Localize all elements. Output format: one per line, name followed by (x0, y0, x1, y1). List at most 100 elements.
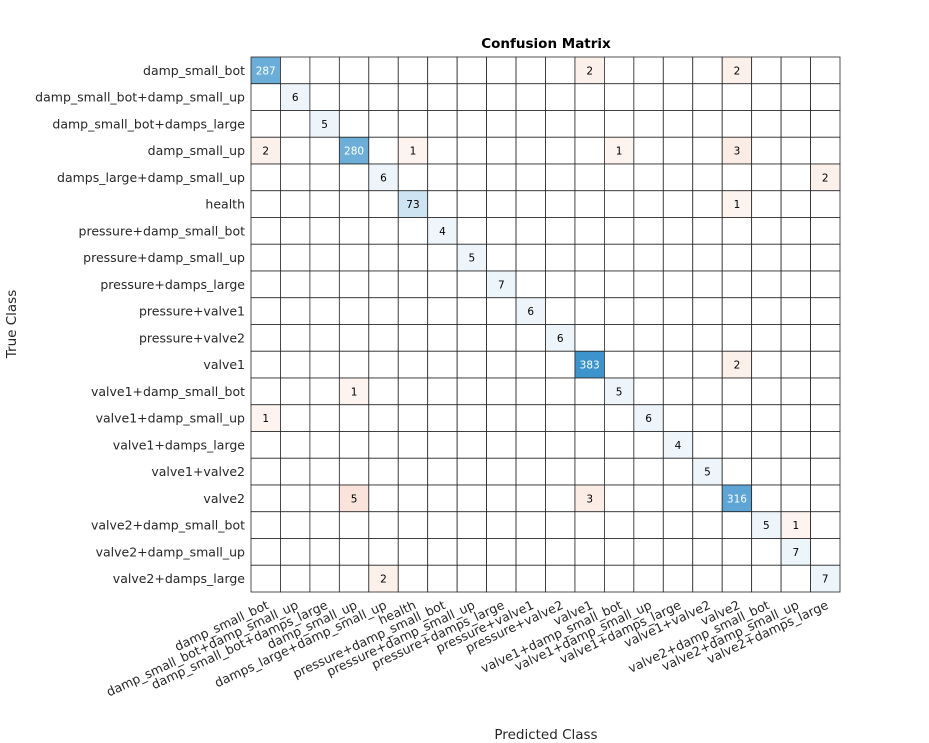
matrix-cell (751, 564, 782, 593)
matrix-cell (810, 56, 841, 85)
matrix-cell (309, 564, 340, 593)
matrix-cell (574, 110, 605, 138)
matrix-cell-value: 5 (704, 467, 711, 479)
matrix-cell (751, 136, 782, 165)
matrix-cell (486, 511, 517, 539)
matrix-cell (545, 431, 576, 459)
matrix-cell (633, 136, 664, 165)
matrix-cell (692, 56, 723, 85)
matrix-cell (633, 270, 664, 299)
matrix-cell (662, 484, 694, 513)
matrix-cell (662, 217, 694, 245)
matrix-cell (338, 297, 370, 325)
matrix-cell (280, 324, 311, 352)
matrix-cell (427, 243, 458, 272)
matrix-cell (780, 564, 811, 593)
matrix-cell (780, 350, 811, 379)
matrix-cell (368, 243, 399, 272)
matrix-cell (810, 110, 841, 138)
matrix-cell (721, 538, 753, 566)
matrix-cell (545, 484, 576, 513)
matrix-cell (574, 484, 605, 513)
matrix-cell (250, 350, 281, 379)
matrix-cell-value: 4 (675, 440, 682, 452)
matrix-cell (574, 217, 605, 245)
matrix-cell-value: 6 (527, 306, 534, 318)
matrix-cell (427, 538, 458, 566)
matrix-cell (486, 110, 517, 138)
matrix-cell (751, 404, 782, 432)
matrix-cell (515, 243, 546, 272)
matrix-cell (545, 324, 576, 352)
matrix-cell (692, 217, 723, 245)
matrix-cell (368, 404, 399, 432)
matrix-cell (486, 431, 517, 459)
matrix-cell (250, 297, 281, 325)
matrix-cell (780, 136, 811, 165)
matrix-cell (397, 163, 429, 192)
matrix-cell (309, 136, 340, 165)
matrix-cell (338, 270, 370, 299)
y-axis-label: True Class (4, 290, 20, 359)
matrix-cell (721, 564, 753, 593)
matrix-cell (280, 190, 311, 218)
y-tick-label: valve1+damps_large (113, 437, 245, 452)
matrix-cell (751, 190, 782, 218)
matrix-cell-value: 6 (380, 172, 387, 184)
matrix-cell (368, 83, 399, 111)
matrix-cell (545, 270, 576, 299)
matrix-cell (780, 270, 811, 299)
matrix-cell (810, 243, 841, 272)
matrix-cell (309, 243, 340, 272)
matrix-cell (545, 404, 576, 432)
matrix-cell (545, 538, 576, 566)
matrix-cell-value: 2 (586, 65, 593, 77)
matrix-cell (780, 243, 811, 272)
matrix-cell-value: 6 (557, 333, 564, 345)
matrix-cell (515, 457, 546, 486)
matrix-cell (309, 457, 340, 486)
matrix-cell (721, 136, 753, 165)
matrix-cell (692, 83, 723, 111)
matrix-cell (751, 484, 782, 513)
matrix-cell (751, 110, 782, 138)
matrix-cell (751, 457, 782, 486)
matrix-cell (721, 190, 753, 218)
matrix-cell (368, 56, 399, 85)
matrix-cell (368, 297, 399, 325)
matrix-cell (810, 163, 841, 192)
matrix-cell (662, 457, 694, 486)
matrix-cell (662, 270, 694, 299)
matrix-cell (338, 564, 370, 593)
matrix-cell (721, 324, 753, 352)
matrix-cell (456, 56, 487, 85)
matrix-cell (633, 511, 664, 539)
matrix-cell (604, 404, 635, 432)
matrix-cell (486, 190, 517, 218)
matrix-cell (692, 404, 723, 432)
matrix-cell (751, 243, 782, 272)
matrix-cell (427, 297, 458, 325)
matrix-cell (574, 457, 605, 486)
matrix-cell-value: 73 (406, 199, 419, 211)
matrix-cell (692, 163, 723, 192)
matrix-cell (515, 110, 546, 138)
matrix-cell (309, 324, 340, 352)
matrix-cell (662, 350, 694, 379)
matrix-cell-value: 3 (734, 146, 741, 158)
matrix-cell (810, 324, 841, 352)
matrix-cell (427, 564, 458, 593)
matrix-cell (280, 243, 311, 272)
matrix-cell (662, 190, 694, 218)
matrix-cell (250, 136, 281, 165)
matrix-cell (721, 83, 753, 111)
y-tick-label: valve1+damp_small_up (96, 411, 245, 426)
matrix-cell (574, 377, 605, 406)
matrix-cell (456, 404, 487, 432)
matrix-cell (309, 484, 340, 513)
matrix-cell (574, 56, 605, 85)
y-tick-label: pressure+damps_large (100, 277, 245, 292)
matrix-cell-value: 2 (734, 360, 741, 372)
matrix-cell (486, 270, 517, 299)
matrix-cell (486, 56, 517, 85)
